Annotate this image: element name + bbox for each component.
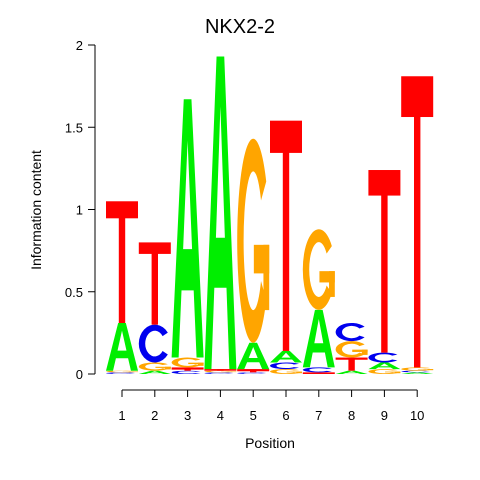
logo-letter-c: [335, 323, 365, 342]
x-axis-label: Position: [245, 435, 295, 451]
logo-letter-g: [335, 341, 368, 358]
logo-letter-c: [270, 362, 300, 370]
y-tick-label: 2: [76, 38, 83, 53]
logo-letter-g: [138, 362, 171, 371]
chart-title: NKX2-2: [205, 16, 275, 38]
logo-letter-t: [270, 120, 302, 351]
logo-column: [401, 76, 434, 374]
y-tick-label: 1.5: [65, 120, 83, 135]
logo-letter-g: [171, 357, 204, 368]
logo-letter-c: [368, 352, 398, 363]
logo-column: [171, 99, 204, 375]
logo-letter-g: [368, 369, 401, 374]
logo-letter-c: [237, 372, 267, 374]
logo-letter-t: [106, 201, 138, 324]
logo-column: [270, 120, 302, 374]
x-tick-label: 6: [282, 408, 289, 423]
logo-letter-c: [106, 372, 136, 374]
y-tick-label: 0: [76, 367, 83, 382]
logo-column: [204, 56, 237, 374]
x-tick-label: 4: [217, 408, 224, 423]
x-tick-label: 7: [315, 408, 322, 423]
logo-letter-a: [270, 350, 302, 363]
logo-letter-t: [302, 372, 335, 374]
logo-column: [237, 138, 270, 374]
logo-stacks: [106, 56, 434, 375]
logo-letter-t: [401, 76, 434, 368]
logo-letter-c: [171, 370, 201, 375]
logo-letter-g: [302, 229, 335, 310]
logo-letter-t: [237, 369, 270, 373]
logo-letter-c: [302, 367, 332, 373]
logo-letter-a: [368, 362, 401, 370]
x-tick-label: 5: [250, 408, 257, 423]
logo-column: [368, 170, 401, 374]
logo-letter-a: [106, 323, 138, 371]
x-axis: 1 2 3 4 5 6 7 8 9 10: [118, 389, 424, 423]
logo-letter-t: [171, 367, 204, 371]
x-tick-label: 1: [118, 408, 125, 423]
x-tick-label: 8: [348, 408, 355, 423]
logo-letter-a: [335, 370, 368, 374]
logo-letter-a: [302, 309, 335, 368]
logo-letter-g: [106, 370, 138, 373]
logo-letter-t: [368, 170, 401, 353]
y-tick-label: 1: [76, 203, 83, 218]
x-tick-label: 9: [381, 408, 388, 423]
logo-letter-t: [204, 369, 237, 371]
logo-letter-a: [171, 99, 204, 358]
logo-column: [335, 323, 368, 374]
logo-letter-t: [138, 242, 171, 325]
x-tick-label: 2: [151, 408, 158, 423]
y-axis-label: Information content: [28, 150, 44, 270]
logo-column: [106, 201, 138, 374]
logo-column: [302, 229, 335, 374]
logo-letter-a: [237, 342, 270, 370]
logo-letter-a: [401, 372, 434, 374]
y-tick-label: 0.5: [65, 285, 83, 300]
logo-letter-a: [138, 370, 171, 374]
logo-letter-g: [237, 138, 270, 343]
logo-letter-c: [204, 372, 234, 374]
x-tick-label: 10: [410, 408, 424, 423]
y-axis: 0 0.5 1 1.5 2: [65, 38, 96, 382]
x-tick-label: 3: [184, 408, 191, 423]
logo-letter-g: [270, 369, 302, 374]
logo-letter-c: [401, 370, 431, 373]
logo-letter-g: [401, 367, 434, 371]
logo-letter-c: [138, 324, 168, 363]
logo-letter-a: [204, 56, 237, 370]
logo-letter-t: [335, 357, 368, 371]
logo-column: [138, 242, 171, 374]
logo-letter-g: [204, 370, 237, 373]
